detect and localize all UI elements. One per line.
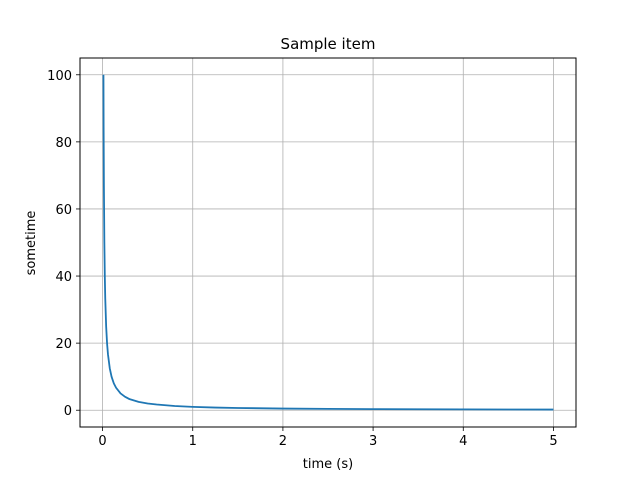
plot-frame: [79, 57, 577, 428]
x-tick-label: 1: [189, 434, 197, 449]
x-tick-label: 5: [549, 434, 557, 449]
x-tick-label: 0: [98, 434, 106, 449]
y-tick-label: 20: [55, 337, 72, 352]
series-layer: [102, 74, 554, 411]
y-tick-label: 100: [47, 69, 72, 84]
chart-title: Sample item: [281, 35, 376, 53]
series-line-0: [102, 74, 554, 411]
x-axis-label: time (s): [303, 457, 353, 472]
grid: [80, 58, 576, 427]
y-tick-label: 0: [64, 404, 72, 419]
y-axis-label: sometime: [24, 211, 39, 276]
x-tick-label: 2: [279, 434, 287, 449]
x-tick-label: 4: [459, 434, 467, 449]
y-axis-ticks: 0 20 40 60 80 100: [47, 69, 80, 419]
x-axis-ticks: 0 1 2 3 4 5: [98, 427, 558, 449]
x-tick-label: 3: [369, 434, 377, 449]
y-tick-label: 80: [55, 136, 72, 151]
y-tick-label: 40: [55, 270, 72, 285]
y-tick-label: 60: [55, 203, 72, 218]
